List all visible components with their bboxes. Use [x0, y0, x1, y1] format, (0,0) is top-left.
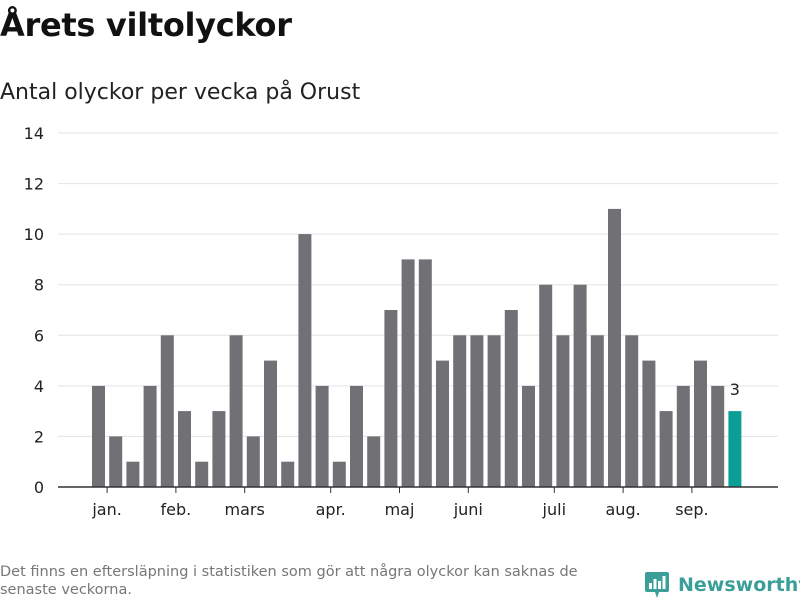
x-tick-label: feb. — [161, 500, 192, 519]
bars — [92, 208, 742, 487]
bar — [694, 360, 707, 487]
y-tick-label: 2 — [34, 427, 44, 446]
bar — [436, 360, 449, 487]
bar — [470, 335, 484, 487]
y-tick-label: 12 — [24, 175, 44, 194]
y-tick-label: 6 — [34, 326, 44, 345]
x-axis-labels: jan. feb. mars apr. maj juni juli aug. sep. — [91, 487, 709, 519]
x-tick-label: juni — [453, 500, 483, 519]
newsworthy-logo-icon — [645, 572, 669, 598]
x-tick-label: juli — [542, 500, 566, 519]
bar-highlight — [728, 411, 742, 487]
chart-subtitle: Antal olyckor per vecka på Orust — [0, 80, 361, 105]
bar — [504, 310, 518, 487]
x-tick-label: aug. — [606, 500, 641, 519]
bar — [625, 335, 639, 487]
bar — [522, 385, 535, 487]
bar — [367, 436, 381, 487]
bar — [608, 208, 621, 487]
bar — [418, 259, 432, 487]
y-tick-label: 8 — [34, 276, 44, 295]
bar — [642, 360, 656, 487]
bar — [384, 310, 398, 487]
x-tick-label: maj — [385, 500, 415, 519]
bar — [711, 385, 725, 487]
brand-name: Newsworthy — [678, 574, 800, 596]
x-tick-label: jan. — [91, 500, 121, 519]
bar — [676, 385, 690, 487]
last-value-label: 3 — [730, 380, 740, 399]
x-tick-label: apr. — [316, 500, 346, 519]
y-tick-label: 10 — [24, 225, 44, 244]
y-axis-labels: 0 2 4 6 8 10 12 14 — [24, 124, 44, 497]
bar-chart: 0 2 4 6 8 10 12 14 jan. feb. mars apr. maj juni juli a… — [24, 124, 778, 519]
footnote: Det finns en eftersläpning i statistiken… — [0, 564, 578, 598]
bar — [281, 461, 295, 487]
bar — [332, 461, 346, 487]
bar — [92, 385, 105, 487]
bar — [539, 284, 553, 487]
bar — [195, 461, 209, 487]
bar — [229, 335, 243, 487]
bar — [212, 411, 226, 487]
bar — [298, 234, 312, 487]
bar — [659, 411, 673, 487]
x-tick-label: sep. — [675, 500, 708, 519]
bar — [126, 461, 140, 487]
bar — [178, 411, 191, 487]
bar — [401, 259, 415, 487]
y-tick-label: 14 — [24, 124, 44, 143]
bar — [590, 335, 604, 487]
bar — [573, 284, 587, 487]
bar — [143, 385, 157, 487]
brand-logo: Newsworthy — [644, 568, 800, 602]
bar — [315, 385, 329, 487]
x-tick-label: mars — [225, 500, 265, 519]
bar — [246, 436, 260, 487]
bar — [487, 335, 501, 487]
bar — [160, 335, 174, 487]
chart-title: Årets viltolyckor — [0, 6, 292, 44]
y-tick-label: 0 — [34, 478, 44, 497]
y-tick-label: 4 — [34, 377, 44, 396]
bar — [109, 436, 123, 487]
bar — [264, 360, 277, 487]
bar — [556, 335, 570, 487]
bar — [453, 335, 467, 487]
bar — [350, 385, 363, 487]
